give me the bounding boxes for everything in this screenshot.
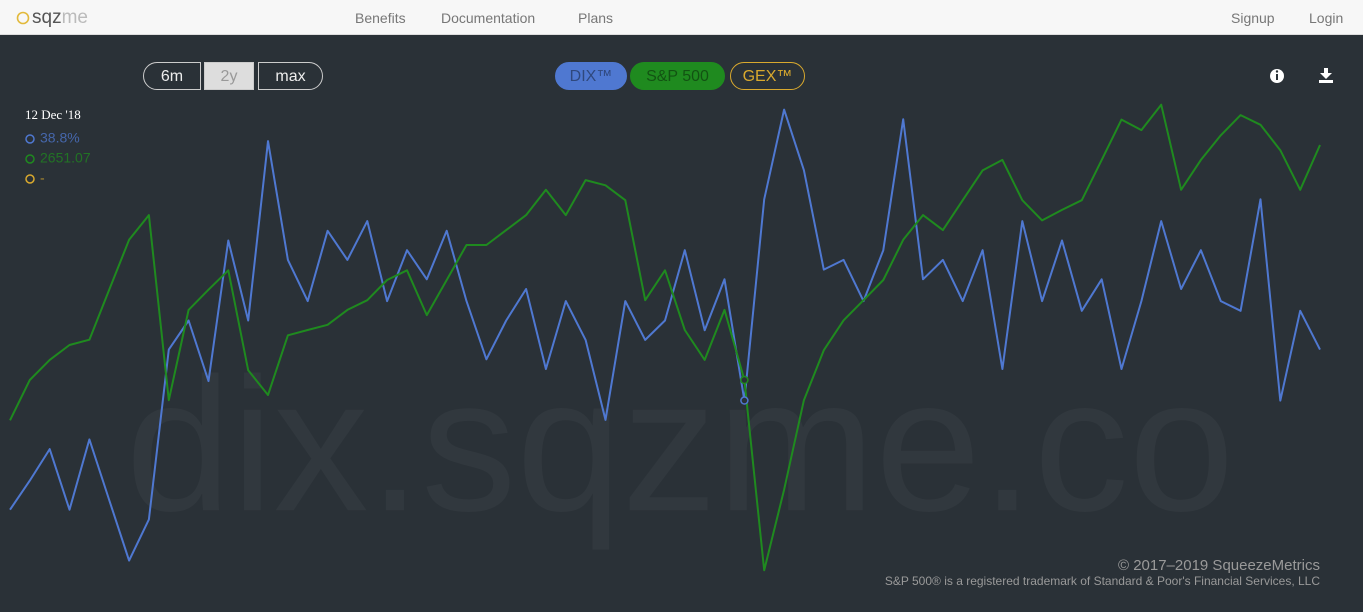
range-button[interactable]: 2y bbox=[204, 62, 254, 90]
nav-link[interactable]: Login bbox=[1309, 10, 1344, 26]
readout-dot bbox=[25, 154, 35, 164]
navbar: sqzme Benefits Documentation Plans Signu… bbox=[0, 0, 1363, 35]
nav-link[interactable]: Documentation bbox=[441, 10, 536, 26]
series-toggle[interactable]: S&P 500 bbox=[630, 62, 725, 90]
logo-part: sqz bbox=[32, 7, 62, 28]
readout-value: 38.8% bbox=[40, 130, 80, 146]
readout-dot bbox=[25, 174, 35, 184]
range-button[interactable]: max bbox=[258, 62, 323, 90]
chart: dix.sqzme.co © 2017–2019 SqueezeMetrics … bbox=[9, 68, 1333, 588]
info-icon[interactable] bbox=[1270, 69, 1284, 83]
series-toggle[interactable]: GEX™ bbox=[730, 62, 805, 90]
nav-link[interactable]: Plans bbox=[578, 10, 614, 26]
nav-link[interactable]: Benefits bbox=[355, 10, 406, 26]
readout-dot bbox=[25, 134, 35, 144]
download-icon[interactable] bbox=[1319, 68, 1333, 83]
hover-marker bbox=[740, 375, 749, 385]
logo-part: me bbox=[61, 7, 88, 28]
series-line bbox=[9, 108, 1321, 562]
range-button[interactable]: 6m bbox=[143, 62, 201, 90]
logo[interactable]: sqzme bbox=[32, 7, 88, 29]
copyright: © 2017–2019 SqueezeMetrics bbox=[1118, 557, 1320, 574]
trademark: S&P 500® is a registered trademark of St… bbox=[885, 574, 1320, 588]
readout-date: 12 Dec '18 bbox=[25, 107, 81, 122]
logo-icon bbox=[16, 11, 30, 25]
series-toggle[interactable]: DIX™ bbox=[555, 62, 627, 90]
readout-value: - bbox=[40, 170, 45, 186]
nav-link[interactable]: Signup bbox=[1231, 10, 1275, 26]
watermark: dix.sqzme.co bbox=[126, 339, 1235, 551]
series-line bbox=[9, 103, 1321, 572]
readout-value: 2651.07 bbox=[40, 150, 91, 166]
hover-marker bbox=[740, 396, 749, 405]
